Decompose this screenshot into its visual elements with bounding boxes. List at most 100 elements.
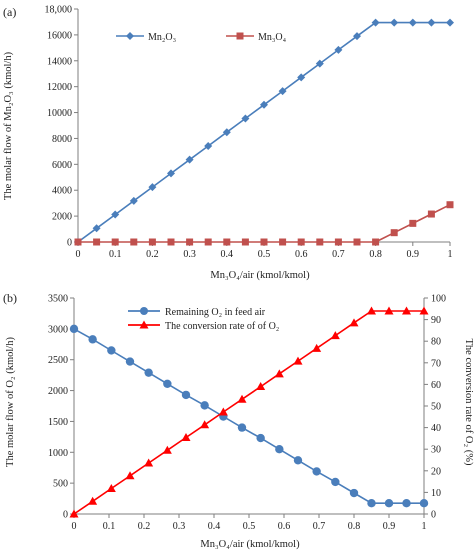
panel-a-series-1-point [390,229,398,237]
panel-b-x-tick-label: 0.5 [243,521,256,532]
panel-b-y2-axis-title: The conversion rate of O₂ (%) [463,339,474,466]
panel-a-series-0-point [446,18,454,27]
panel-a-series-1-point [297,238,305,246]
panel-b-series-0-point [144,368,153,377]
panel-b-y2-tick-label: 40 [431,423,441,434]
legend-mn3o4-label: Mn₃O₄ [258,32,287,43]
panel-b-series-1-point [69,509,79,518]
panel-a-series-0-point [278,87,287,96]
panel-b-label: (b) [3,291,17,305]
legend-remaining-o2-marker [140,307,148,315]
panel-a-series-0-point [408,18,417,27]
panel-a-series-0-point [185,155,194,164]
panel-a-y-tick-label: 16000 [47,30,72,41]
panel-b-series-1-point [367,306,376,315]
panel-b-y-tick-label: 500 [53,479,68,490]
panel-a-y-tick-label: 4000 [52,186,72,197]
panel-b-series-1-point [274,369,284,378]
panel-a-y-tick-label: 8000 [52,134,72,145]
panel-b-y2-tick-label: 0 [431,510,436,521]
panel-b-series-1-point [200,420,210,429]
panel-a-series-1-point [74,238,82,246]
panel-b-series-0-point [69,324,79,334]
panel-b-series-1-point [384,306,394,315]
legend-conversion-marker [139,320,149,329]
panel-a: (a) 0 0.1 0.2 0.3 0.4 0.5 0.6 0.7 0.8 0.9 1 0 2000 40… [3,5,454,281]
panel-b-x-tick-label: 0.1 [103,521,116,532]
panel-a-series-0-line [77,21,450,243]
panel-a-x-tick-label: 0.4 [221,249,234,260]
panel-a-x-tick-label: 0.1 [109,249,122,260]
panel-b-x-tick-label: 0.6 [278,521,291,532]
panel-a-y-tick-label: 10000 [47,108,72,119]
panel-b-series-1-point [256,382,266,391]
panel-a-x-tick-label: 0.7 [332,249,345,260]
panel-b-plot: 0 0.1 0.2 0.3 0.4 0.5 0.6 0.7 0.8 0.9 105001000150… [48,294,446,533]
panel-a-series-1-point [204,238,212,246]
panel-b-series-0-point [125,357,135,366]
panel-a-series-1-point [409,219,417,227]
panel-a-series-1-point [223,238,231,246]
panel-b-x-tick-label: 0 [72,521,77,532]
panel-b-series-1-line [73,310,424,515]
panel-a-series-1-point [334,238,342,246]
panel-a-series-0-point [297,73,306,82]
panel-b-series-1-point [106,484,116,493]
panel-a-x-tick-label: 0.8 [369,249,382,260]
panel-b-series-1-point [330,331,340,340]
panel-b-series-1-point [349,318,359,327]
legend-mn2o3-label: Mn₂O₃ [148,32,176,43]
panel-b-series-1-point [144,458,154,467]
panel-a-series-0-point [129,196,138,205]
panel-b-series-0-point [256,433,265,443]
panel-a-x-tick-label: 0.9 [407,249,420,260]
panel-a-series-0-point [111,210,120,219]
panel-b-y-tick-label: 2500 [48,355,68,366]
panel-b-y-tick-label: 3000 [48,324,68,335]
panel-b-y-axis-title: The molar flow of O₂ (kmol/h) [5,337,16,467]
panel-a-series-1-point [353,238,361,246]
panel-b-x-tick-label: 0.4 [208,521,221,532]
panel-a-series-1-point [93,238,101,246]
panel-b-y2-tick-label: 100 [431,294,446,305]
panel-a-y-tick-label: 2000 [52,212,72,223]
panel-a-series-1-point [130,238,138,246]
panel-a-x-tick-label: 1 [448,249,453,260]
panel-b-y-tick-label: 0 [63,510,68,521]
panel-b-y2-tick-label: 20 [431,466,441,477]
panel-b-series-1-point [293,356,303,365]
panel-b-series-0-point [312,467,321,476]
panel-a-x-tick-label: 0.3 [183,249,196,260]
legend-conversion-label: The conversion rate of of O₂ [165,321,279,332]
panel-b-y2-tick-label: 90 [431,315,441,326]
panel-b-series-0-point [293,456,303,465]
panel-b-x-tick-label: 0.2 [138,521,151,532]
panel-b-y-tick-label: 1500 [48,417,68,428]
panel-a-series-1-point [186,238,194,246]
panel-a-series-0-point [260,100,268,109]
panel-b-series-1-point [162,445,172,454]
panel-a-series-0-point [241,114,250,123]
panel-a-series-0-point [204,141,213,150]
panel-b-series-0-point [331,477,340,487]
panel-a-x-tick-label: 0.2 [146,249,159,260]
panel-b-series-0-point [384,499,394,508]
panel-b-series-1-point [419,306,429,315]
panel-b-series-1-point [88,496,98,505]
panel-a-y-tick-label: 0 [67,238,72,249]
panel-a-series-0-point [334,45,343,54]
panel-b-y2-tick-label: 30 [431,445,441,456]
panel-b-series-0-point [419,499,429,508]
panel-b-series-0-point [163,379,172,388]
panel-b-series-0-point [200,401,209,410]
panel-b-series-1-point [312,343,322,352]
panel-b-series-0-point [349,488,359,498]
panel-b-series-0-point [275,445,284,454]
panel-a-series-1-point [260,238,268,246]
panel-b-series-1-point [218,407,228,416]
panel-a-series-1-point [446,201,454,209]
panel-b-series-0-point [88,335,97,344]
panel-b-series-1-point [402,306,411,315]
panel-b-series-1-point [181,433,191,442]
